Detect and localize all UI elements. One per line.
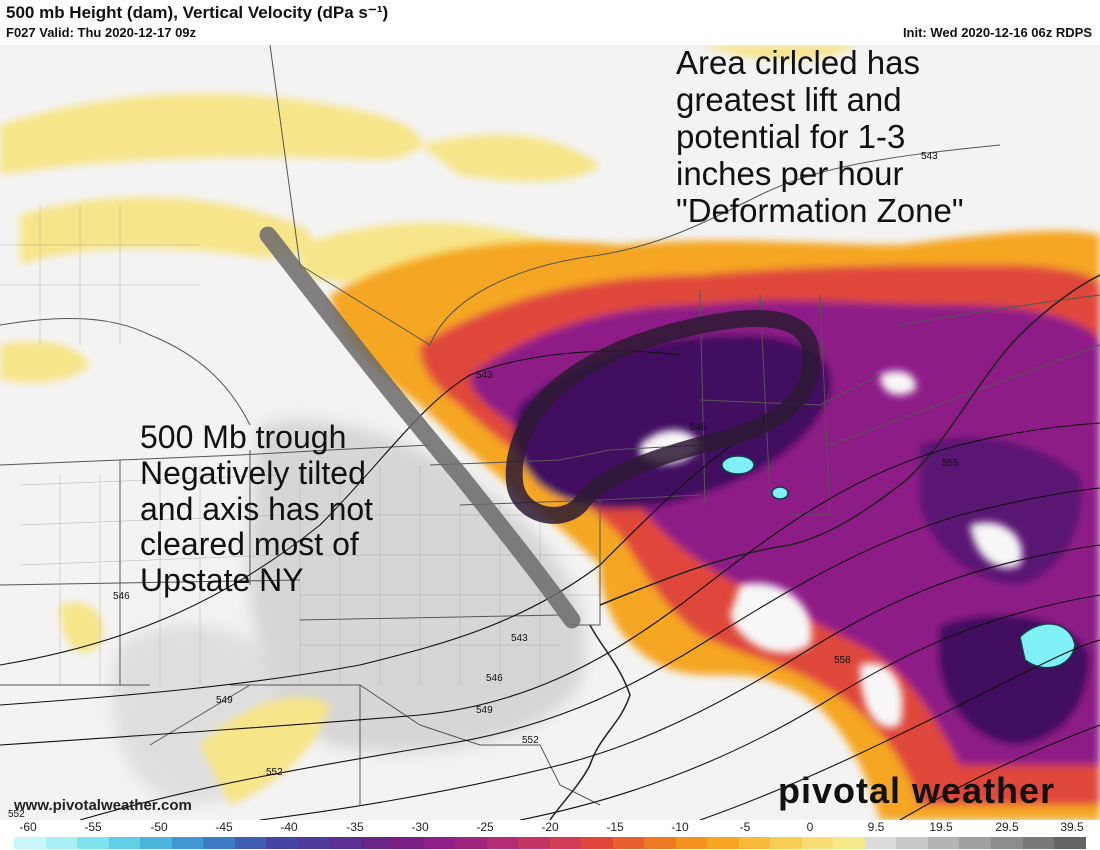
colorbar-tick: -15	[606, 820, 624, 834]
colorbar-cell	[738, 837, 771, 849]
colorbar-cell	[171, 837, 204, 849]
height-label: 543	[476, 370, 493, 381]
colorbar-cell	[612, 837, 645, 849]
colorbar-tick: -25	[476, 820, 494, 834]
weather-map: 543 546 555 543 546 549 549 552 552 558 …	[0, 45, 1100, 820]
height-label: 543	[921, 151, 938, 162]
colorbar-cell	[1022, 837, 1055, 849]
colorbar-cell	[329, 837, 361, 849]
colorbar-tick: 39.5	[1060, 820, 1084, 834]
colorbar-cell	[1054, 837, 1086, 849]
colorbar-cell	[423, 837, 456, 849]
colorbar-cell	[990, 837, 1023, 849]
height-label: 552	[266, 767, 283, 778]
colorbar-cell	[14, 837, 46, 849]
colorbar-tick: -35	[346, 820, 364, 834]
valid-time: F027 Valid: Thu 2020-12-17 09z	[6, 25, 197, 40]
colorbar-cell	[486, 837, 519, 849]
height-label: 546	[113, 591, 130, 602]
colorbar-cell	[108, 837, 141, 849]
colorbar-tick: -5	[739, 820, 751, 834]
height-label: 555	[942, 458, 959, 469]
colorbar-tick: -50	[150, 820, 168, 834]
colorbar-cell	[45, 837, 78, 849]
colorbar-cell	[801, 837, 834, 849]
colorbar-cell	[864, 837, 897, 849]
trough-annotation: 500 Mb trough Negatively tilted and axis…	[140, 419, 374, 599]
map-header: 500 mb Height (dam), Vertical Velocity (…	[0, 0, 1100, 45]
height-contours	[0, 350, 1100, 820]
deformation-zone-circle	[505, 310, 820, 524]
colorbar-cell	[675, 837, 708, 849]
colorbar-tick: -30	[411, 820, 429, 834]
colorbar-cell	[644, 837, 676, 849]
height-label: 546	[690, 422, 707, 433]
height-label: 549	[476, 705, 493, 716]
height-contour-labels: 543 546 555 543 546 549 549 552 552 558 …	[8, 151, 959, 820]
init-time: Init: Wed 2020-12-16 06z RDPS	[902, 25, 1092, 40]
colorbar-cell	[549, 837, 582, 849]
colorbar-tick: 0	[806, 820, 814, 834]
colorbar-cell	[266, 837, 298, 849]
height-label: 552	[8, 809, 25, 820]
colorbar-cell	[455, 837, 487, 849]
height-label: 546	[486, 673, 503, 684]
map-canvas: 543 546 555 543 546 549 549 552 552 558 …	[0, 45, 1100, 820]
colorbar-cell	[360, 837, 393, 849]
colorbar-strip	[14, 837, 1086, 849]
county-lines	[0, 205, 600, 685]
colorbar-tick: -60	[19, 820, 37, 834]
political-boundaries	[0, 45, 1100, 806]
colorbar-cell	[234, 837, 267, 849]
colorbar-tick: 19.5	[929, 820, 953, 834]
colorbar-cell	[770, 837, 802, 849]
colorbar-tick: -20	[541, 820, 559, 834]
colorbar-cell	[518, 837, 550, 849]
colorbar-tick: -45	[215, 820, 233, 834]
deformation-zone-annotation: Area cirlcled has greatest lift and pote…	[676, 44, 964, 229]
colorbar-cell	[959, 837, 991, 849]
colorbar-cell	[833, 837, 865, 849]
map-title: 500 mb Height (dam), Vertical Velocity (…	[6, 3, 389, 22]
colorbar-tick: -10	[671, 820, 689, 834]
trough-axis-line	[259, 226, 581, 629]
watermark-url: www.pivotalweather.com	[14, 797, 192, 814]
colorbar-tick: 29.5	[995, 820, 1019, 834]
colorbar-cell	[927, 837, 960, 849]
colorbar-cell	[392, 837, 424, 849]
height-label: 549	[216, 695, 233, 706]
height-label: 558	[834, 655, 851, 666]
brand-logo: pivotal weather	[778, 770, 1056, 811]
extreme-lift-cores	[721, 455, 1076, 669]
coastline	[549, 624, 631, 820]
colorbar-cell	[140, 837, 172, 849]
colorbar-tick: -55	[84, 820, 102, 834]
colorbar-cell	[203, 837, 235, 849]
colorbar-cell	[581, 837, 613, 849]
colorbar-tick: 9.5	[867, 820, 885, 834]
colorbar-cell	[896, 837, 928, 849]
height-label: 543	[511, 633, 528, 644]
colorbar-cell	[77, 837, 109, 849]
colorbar-cell	[297, 837, 330, 849]
height-label: 552	[522, 735, 539, 746]
colorbar: -60 -55 -50 -45 -40 -35 -30 -25 -20 -15 …	[0, 820, 1100, 850]
coastline-northeast	[599, 274, 1100, 606]
colorbar-tick: -40	[280, 820, 298, 834]
subsidence-area	[247, 419, 586, 753]
colorbar-cell	[707, 837, 739, 849]
